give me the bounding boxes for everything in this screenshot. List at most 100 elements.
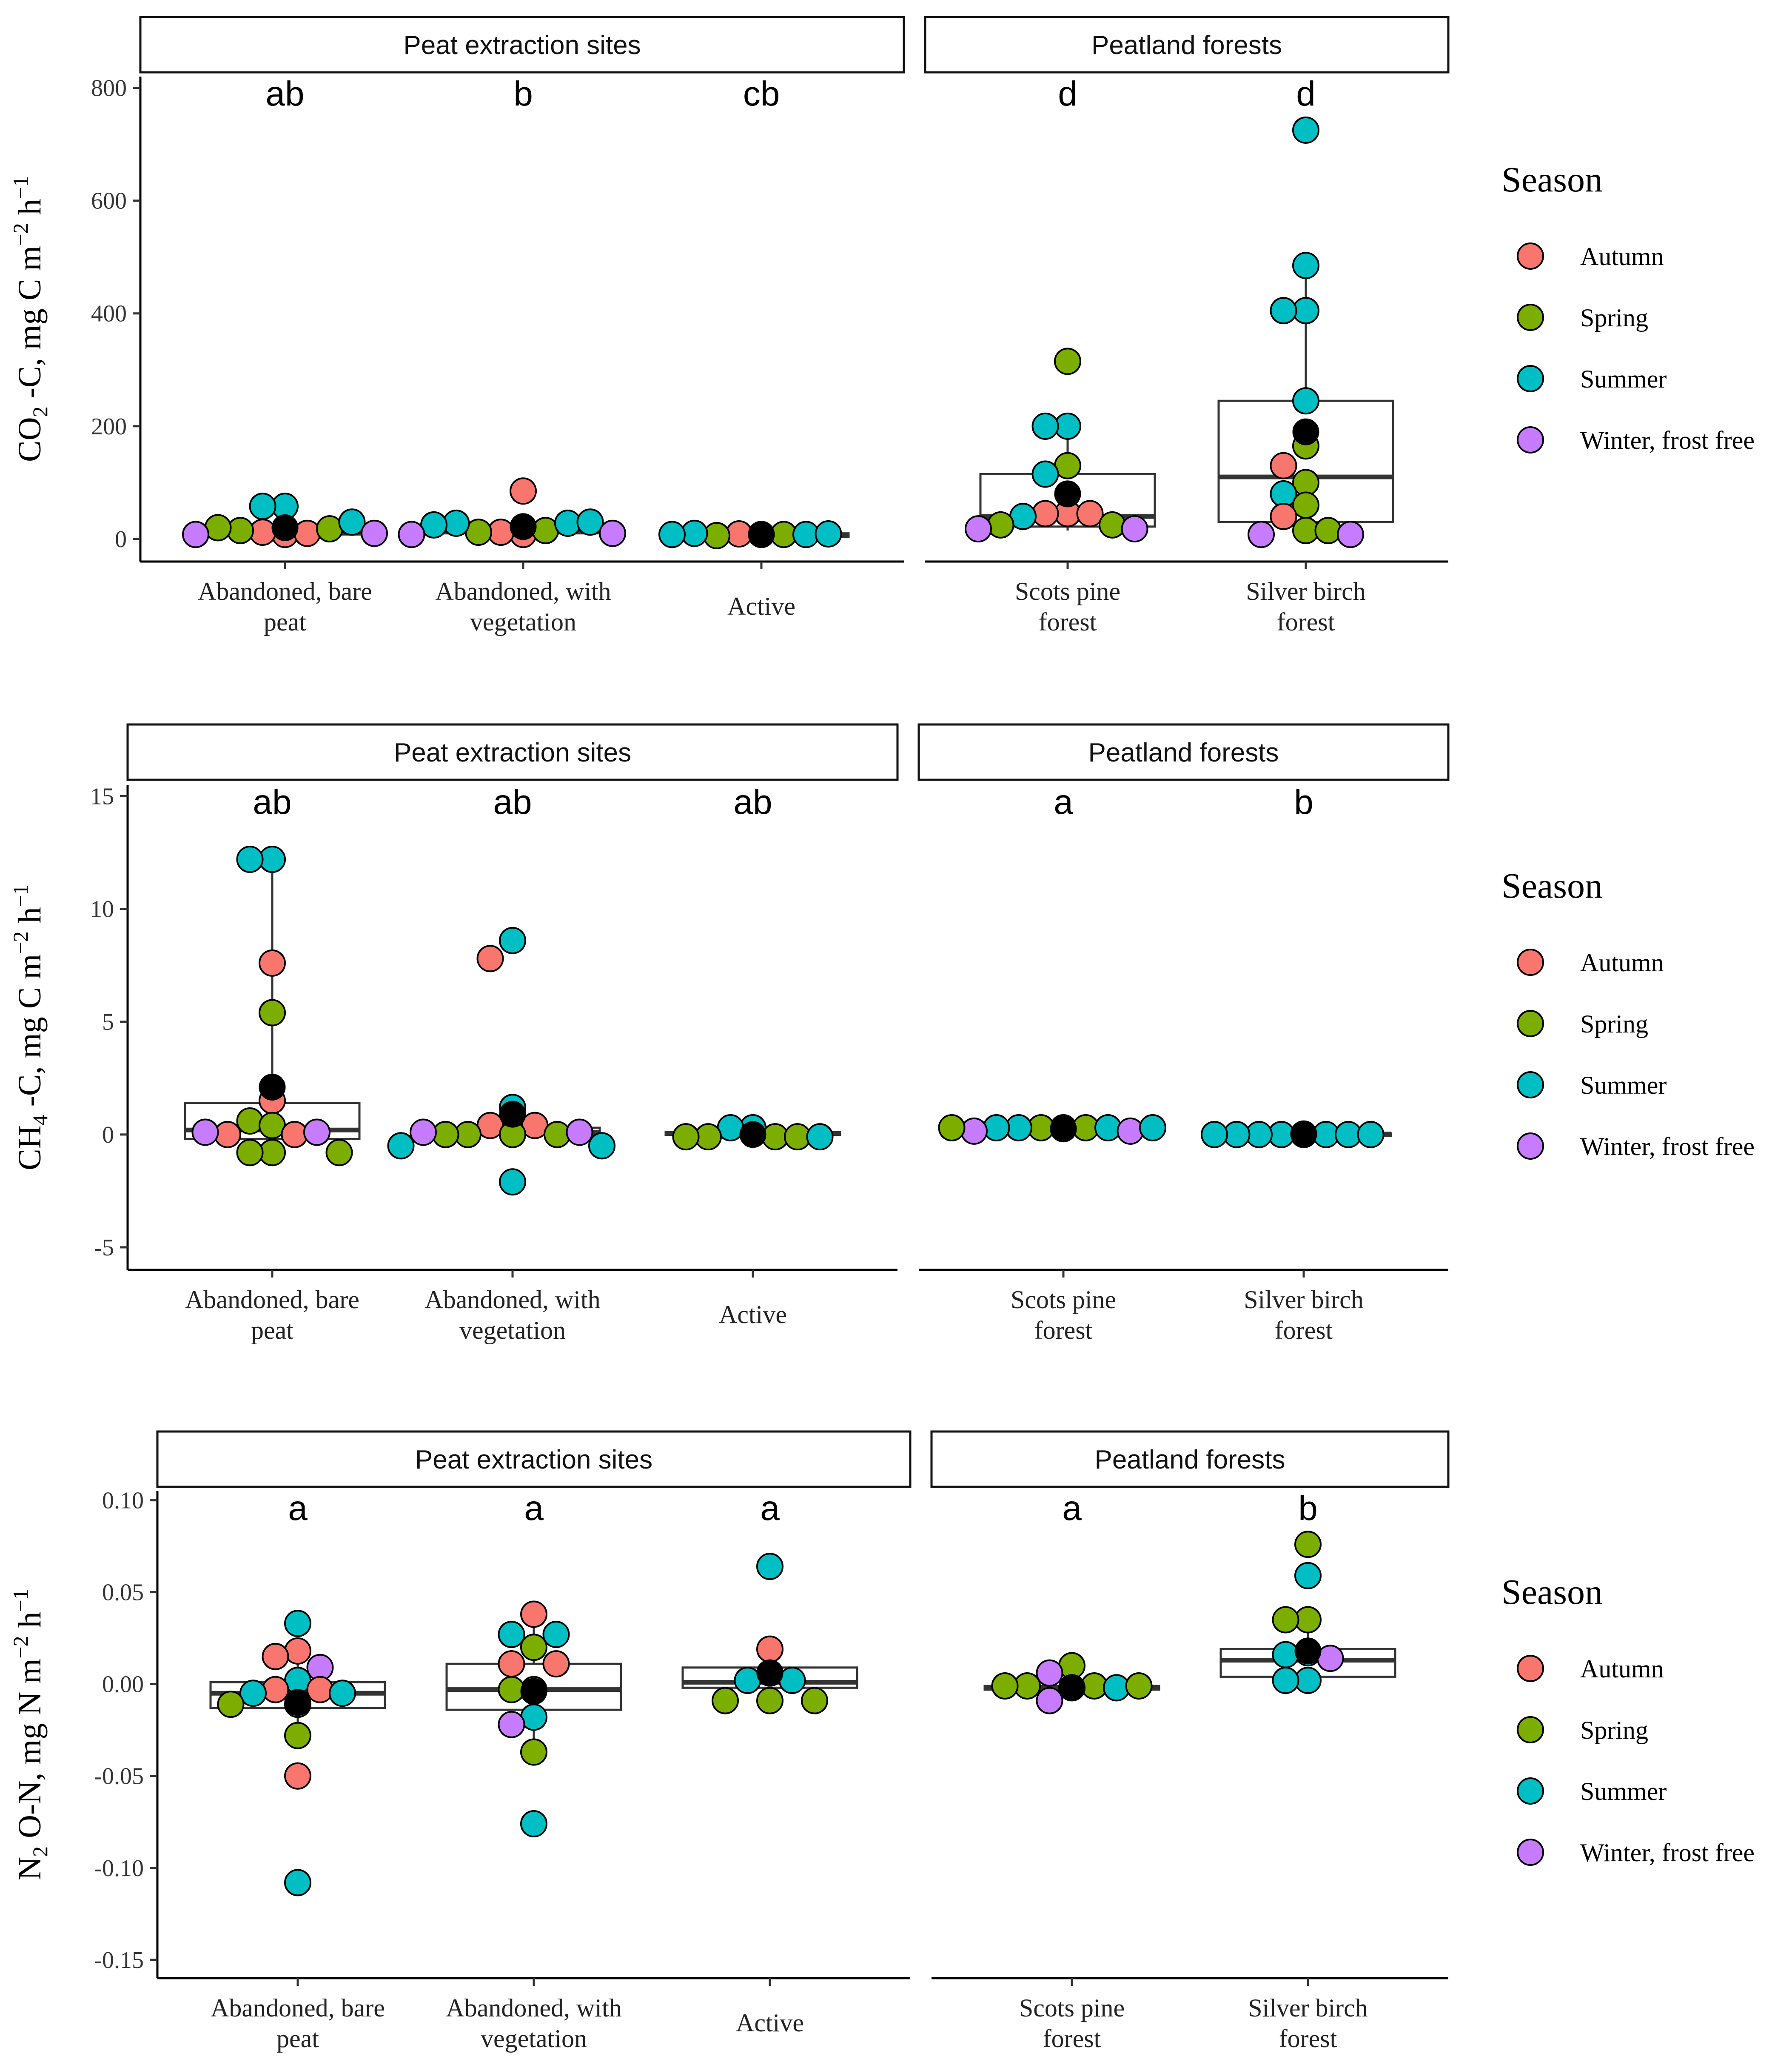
data-point-winter-frost-free [1036,1659,1063,1687]
data-point-spring [520,1634,547,1661]
data-point-winter-frost-free [1036,1687,1063,1714]
data-point-winter-frost-free [361,519,388,547]
x-category-label: forest [1039,608,1097,636]
data-point-summer [1272,1667,1299,1694]
x-category-label: Silver birch [1244,1286,1364,1314]
panel-3: N2 O-N, mg N m−2 h−1 Peat extraction site… [9,1430,1755,2053]
data-point-summer [756,1553,783,1580]
data-point-autumn [542,1650,570,1678]
data-point-autumn [476,945,504,972]
x-category-label: vegetation [481,2025,587,2053]
legend-title: Season [1501,866,1603,906]
data-point-summer [1292,387,1319,415]
legend-key [1517,1716,1544,1743]
data-point-summer [329,1680,356,1707]
y-tick-label: -0.15 [94,1947,144,1973]
x-category-label: Scots pine [1011,1286,1116,1314]
data-point-spring [756,1687,783,1714]
mean-marker [1058,1674,1085,1701]
data-point-winter-frost-free [191,1118,219,1146]
mean-marker [739,1121,766,1148]
legend: Season Autumn Spring Summer Winter, frost fr… [1501,1572,1755,1867]
facet-strip [924,16,1450,74]
data-point-autumn [284,1762,311,1790]
mean-marker [748,521,775,548]
data-point-autumn [262,1676,289,1703]
legend-key [1517,242,1544,270]
facet-strip-label: Peatland forests [1094,1445,1285,1474]
data-point-spring [712,1687,739,1714]
y-tick-label: 0.10 [102,1488,144,1514]
x-category-label: peat [264,608,306,636]
facet-peat-extraction: Peat extraction sites 0 200 400 600 800 Abando… [91,16,905,636]
data-point-winter-frost-free [965,515,992,543]
data-point-summer [806,1123,834,1151]
data-point-summer [1294,1562,1322,1589]
x-category-label: forest [1279,2025,1337,2053]
data-point-summer [815,520,842,548]
data-point-summer [236,845,264,873]
data-point-winter-frost-free [303,1118,330,1146]
facet-peatland-forests: Peatland forests Scots pine forest a Silver … [930,1430,1450,2053]
x-category-label: forest [1034,1316,1093,1344]
facet-strip [156,1430,912,1488]
data-point-summer [499,927,526,954]
x-category-label: peat [251,1316,293,1344]
x-category-label: Active [727,592,795,620]
legend-key [1517,1655,1544,1682]
legend-label: Summer [1580,1777,1667,1805]
data-point-summer [499,1168,526,1196]
x-category-label: forest [1275,1316,1333,1344]
x-category-label: vegetation [459,1316,566,1344]
legend-title: Season [1501,160,1603,200]
data-point-summer [249,493,276,520]
facet-strip-label: Peat extraction sites [394,738,631,767]
significance-letter: a [1054,783,1073,821]
legend-label: Summer [1580,365,1667,393]
data-point-spring [227,517,254,545]
data-point-summer [239,1680,267,1707]
significance-letter: ab [493,783,532,821]
x-category-label: Active [736,2009,804,2037]
significance-letter: ab [733,783,772,821]
data-point-winter-frost-free [1117,1117,1144,1145]
significance-letter: ab [265,74,304,113]
data-point-autumn [1270,452,1297,479]
data-point-winter-frost-free [960,1117,988,1145]
data-point-summer [734,1667,761,1694]
data-point-summer [542,1621,570,1648]
x-category-label: forest [1043,2025,1101,2053]
y-tick-label: 400 [91,301,127,327]
x-category-label: Scots pine [1019,1994,1125,2022]
data-point-spring [672,1123,700,1151]
data-point-spring [284,1722,311,1749]
y-tick-label: 0.00 [102,1671,144,1698]
facet-strip [917,723,1450,781]
data-point-spring [217,1691,245,1718]
data-point-summer [778,1667,806,1694]
data-point-autumn [1031,500,1059,528]
data-point-spring [1294,1531,1322,1558]
category-group: Scots pine forest d [965,74,1156,636]
legend-title: Season [1501,1572,1603,1612]
y-tick-label: -5 [94,1235,114,1261]
data-point-summer [387,1132,415,1160]
x-category-label: Active [719,1300,787,1329]
legend-key [1517,949,1544,976]
data-point-spring [938,1114,966,1141]
category-group: Active cb [658,74,850,620]
x-category-label: Abandoned, with [424,1286,600,1314]
data-point-summer [284,1610,311,1637]
significance-letter: a [288,1489,308,1528]
category-group: Abandoned, with vegetation a [445,1489,622,2053]
y-tick-label: 10 [90,896,114,923]
data-point-summer [520,1810,547,1838]
legend-key [1517,1132,1544,1160]
data-point-spring [1099,511,1126,539]
mean-marker [1292,418,1319,445]
facet-strip-label: Peat extraction sites [415,1445,652,1474]
legend-key [1517,1010,1544,1037]
